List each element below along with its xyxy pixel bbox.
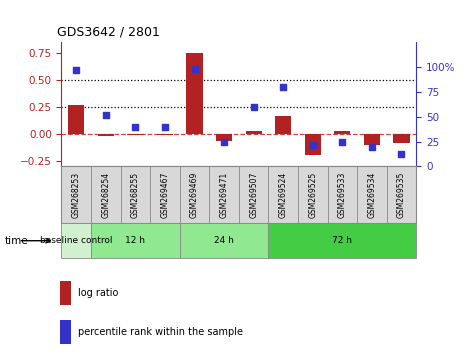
Text: percentile rank within the sample: percentile rank within the sample	[79, 327, 243, 337]
Text: GSM269507: GSM269507	[249, 171, 258, 218]
Text: GSM268253: GSM268253	[72, 172, 81, 218]
Bar	[216, 134, 232, 141]
Bar	[394, 134, 410, 143]
Text: GSM269525: GSM269525	[308, 172, 317, 218]
Bar	[91, 223, 180, 258]
Bar	[68, 105, 84, 134]
Text: GSM269471: GSM269471	[219, 172, 228, 218]
Point	[280, 84, 287, 90]
Text: GSM269533: GSM269533	[338, 171, 347, 218]
Text: 12 h: 12 h	[125, 236, 145, 245]
Bar	[268, 223, 416, 258]
Point	[398, 152, 405, 157]
Bar	[245, 131, 262, 134]
Text: time: time	[5, 236, 28, 246]
Point	[339, 139, 346, 144]
Point	[72, 67, 80, 73]
Text: 24 h: 24 h	[214, 236, 234, 245]
Text: GSM269534: GSM269534	[368, 171, 377, 218]
Point	[102, 112, 110, 118]
Bar	[61, 281, 71, 305]
Bar	[364, 134, 380, 145]
Text: log ratio: log ratio	[79, 288, 119, 298]
Bar	[61, 320, 71, 344]
Bar	[275, 116, 291, 134]
Point	[161, 124, 169, 130]
Point	[368, 144, 376, 149]
Text: GSM269467: GSM269467	[160, 171, 169, 218]
Text: GSM268254: GSM268254	[101, 172, 110, 218]
Text: GSM269469: GSM269469	[190, 171, 199, 218]
Point	[191, 67, 198, 72]
Text: baseline control: baseline control	[40, 236, 113, 245]
Text: GSM268255: GSM268255	[131, 172, 140, 218]
Text: 72 h: 72 h	[333, 236, 352, 245]
Point	[250, 104, 257, 110]
Bar	[334, 131, 350, 134]
Bar	[61, 223, 91, 258]
Bar	[127, 134, 143, 135]
Bar	[186, 53, 202, 134]
Bar	[157, 134, 173, 135]
Text: GSM269524: GSM269524	[279, 172, 288, 218]
Bar	[98, 134, 114, 136]
Point	[220, 139, 228, 144]
Bar	[180, 223, 268, 258]
Text: GSM269535: GSM269535	[397, 171, 406, 218]
Text: GDS3642 / 2801: GDS3642 / 2801	[57, 26, 159, 39]
Point	[309, 142, 316, 147]
Bar	[305, 134, 321, 155]
Point	[131, 124, 139, 130]
